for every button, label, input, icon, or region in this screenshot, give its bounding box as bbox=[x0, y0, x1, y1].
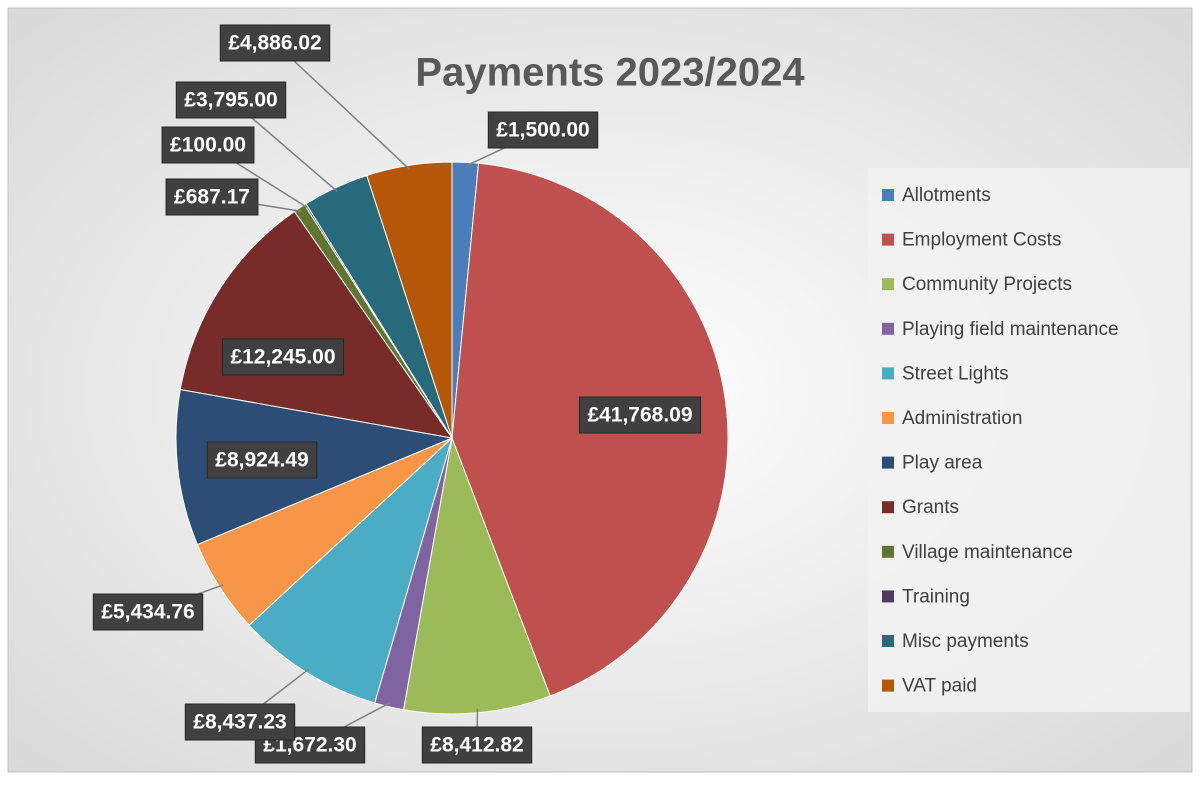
data-label: £3,795.00 bbox=[184, 89, 277, 112]
chart-title: Payments 2023/2024 bbox=[415, 51, 805, 95]
legend-swatch bbox=[882, 234, 894, 246]
data-label: £8,412.82 bbox=[430, 734, 523, 757]
data-label: £5,434.76 bbox=[101, 601, 194, 624]
legend-label: Community Projects bbox=[902, 274, 1072, 295]
legend-swatch bbox=[882, 323, 894, 335]
legend-swatch bbox=[882, 367, 894, 379]
legend-label: Misc payments bbox=[902, 631, 1029, 652]
legend-label: Administration bbox=[902, 408, 1022, 429]
legend-label: Training bbox=[902, 586, 970, 607]
legend-label: Play area bbox=[902, 453, 983, 474]
legend-label: Grants bbox=[902, 497, 959, 518]
legend-swatch bbox=[882, 680, 894, 692]
legend-swatch bbox=[882, 590, 894, 602]
data-label: £4,886.02 bbox=[228, 32, 321, 55]
legend-swatch bbox=[882, 501, 894, 513]
data-label: £8,437.23 bbox=[193, 711, 286, 734]
legend-swatch bbox=[882, 457, 894, 469]
data-label: £41,768.09 bbox=[587, 404, 692, 427]
legend-label: Employment Costs bbox=[902, 230, 1061, 251]
data-label: £1,500.00 bbox=[496, 119, 589, 142]
legend-swatch bbox=[882, 635, 894, 647]
data-label: £687.17 bbox=[174, 186, 250, 209]
legend-label: Street Lights bbox=[902, 363, 1009, 384]
legend-label: VAT paid bbox=[902, 676, 977, 697]
legend-label: Allotments bbox=[902, 185, 991, 206]
legend-swatch bbox=[882, 189, 894, 201]
legend-swatch bbox=[882, 278, 894, 290]
legend-label: Playing field maintenance bbox=[902, 319, 1119, 340]
legend-swatch bbox=[882, 412, 894, 424]
legend-swatch bbox=[882, 546, 894, 558]
legend-label: Village maintenance bbox=[902, 542, 1073, 563]
data-label: £100.00 bbox=[170, 134, 246, 157]
data-label: £12,245.00 bbox=[230, 346, 335, 369]
data-label: £8,924.49 bbox=[215, 449, 308, 472]
